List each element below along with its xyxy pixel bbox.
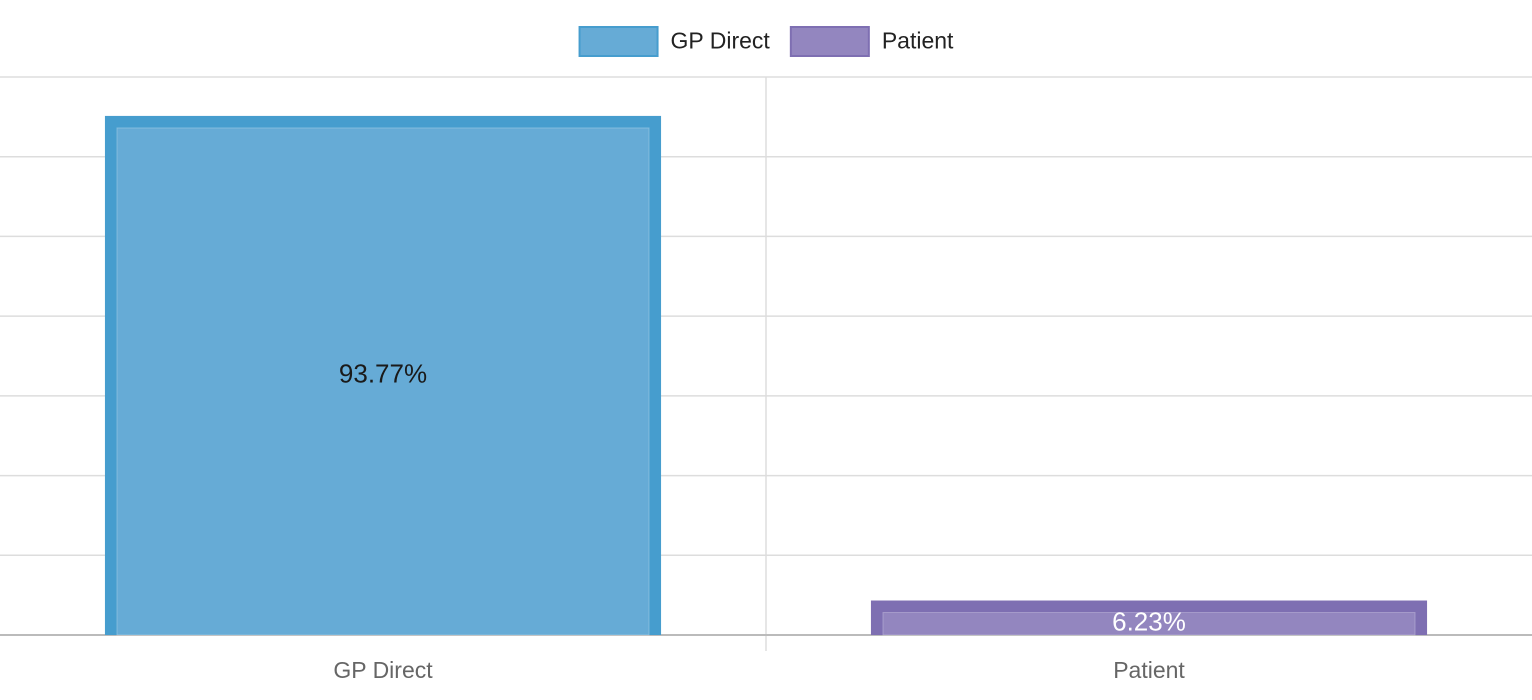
x-tick-label: GP Direct bbox=[333, 657, 433, 683]
legend-swatch bbox=[789, 26, 870, 57]
data-label-gp-direct: 93.77% bbox=[339, 358, 427, 388]
legend-swatch bbox=[578, 26, 659, 57]
data-label-patient: 6.23% bbox=[1112, 607, 1186, 637]
legend-label: Patient bbox=[882, 28, 954, 54]
legend-label: GP Direct bbox=[671, 28, 771, 54]
legend-item-patient[interactable]: Patient bbox=[789, 26, 954, 57]
bar-fill-patient bbox=[882, 612, 1416, 636]
x-tick-label: Patient bbox=[1113, 657, 1185, 683]
bars bbox=[104, 115, 1428, 636]
legend-item-gp-direct[interactable]: GP Direct bbox=[578, 26, 771, 57]
legend[interactable]: GP Direct Patient bbox=[578, 26, 954, 57]
data-labels: 93.77% 6.23% bbox=[339, 358, 1186, 636]
bar-fill-gp-direct bbox=[116, 127, 650, 636]
x-axis-tick-labels: GP Direct Patient bbox=[333, 657, 1185, 683]
